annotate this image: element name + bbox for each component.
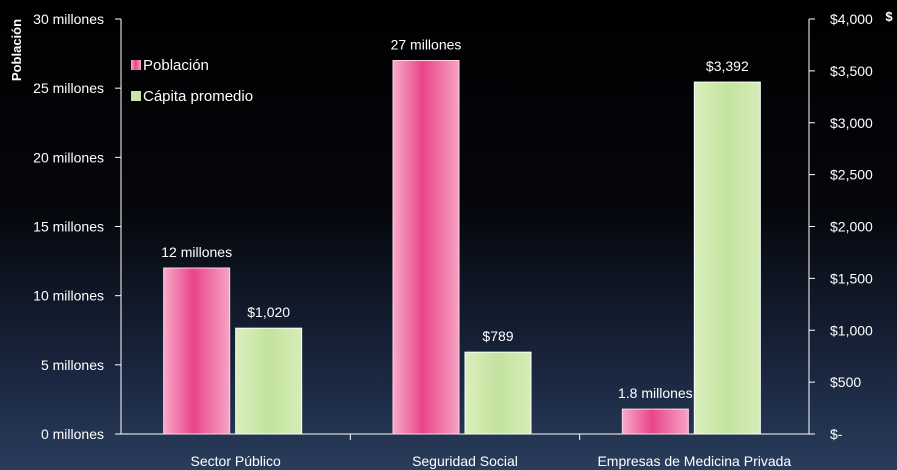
right-axis-title: $ bbox=[885, 9, 893, 24]
data-label-poblacion: 12 millones bbox=[161, 244, 232, 260]
bar-capita bbox=[693, 81, 761, 435]
right-tick-label: $1,500 bbox=[830, 270, 873, 286]
legend-swatch-poblacion bbox=[131, 60, 141, 70]
category-label: Seguridad Social bbox=[412, 453, 518, 469]
data-label-poblacion: 1.8 millones bbox=[618, 385, 693, 401]
bar-poblacion bbox=[392, 60, 460, 435]
left-tick-label: 30 millones bbox=[33, 11, 104, 27]
right-tick-label: $4,000 bbox=[830, 11, 873, 27]
bar-poblacion bbox=[163, 267, 231, 435]
left-tick-label: 20 millones bbox=[33, 149, 104, 165]
legend-swatch-capita bbox=[131, 91, 141, 101]
data-label-capita: $3,392 bbox=[706, 58, 749, 74]
right-axis-ticks: $- $500 $1,000 $1,500 $2,000 $2,500 $3,000 $3,5… bbox=[809, 11, 873, 442]
legend-label-poblacion: Población bbox=[143, 57, 209, 74]
x-axis-ticks bbox=[349, 434, 581, 440]
category-label: Sector Público bbox=[191, 453, 281, 469]
right-tick-label: $3,000 bbox=[830, 115, 873, 131]
right-tick-label: $2,000 bbox=[830, 219, 873, 235]
bar-capita bbox=[464, 351, 532, 435]
category-label: Empresas de Medicina Privada bbox=[597, 453, 791, 469]
left-tick-label: 15 millones bbox=[33, 219, 104, 235]
right-tick-label: $500 bbox=[830, 374, 861, 390]
right-tick-label: $2,500 bbox=[830, 167, 873, 183]
data-label-capita: $1,020 bbox=[247, 304, 290, 320]
bar-capita bbox=[235, 327, 303, 435]
left-axis-title: Población bbox=[9, 19, 24, 81]
left-tick-label: 5 millones bbox=[41, 357, 104, 373]
legend-label-capita: Cápita promedio bbox=[143, 88, 253, 105]
left-axis-ticks: 0 millones 5 millones 10 millones 15 millon… bbox=[33, 11, 121, 442]
right-tick-label: $1,000 bbox=[830, 322, 873, 338]
bars bbox=[163, 60, 761, 435]
category-labels: Sector Público Seguridad Social Empresas d… bbox=[191, 453, 792, 469]
legend: Población Cápita promedio bbox=[131, 57, 253, 105]
data-label-poblacion: 27 millones bbox=[391, 37, 462, 53]
right-tick-label: $- bbox=[830, 426, 843, 442]
data-labels: 12 millones $1,020 27 millones $789 1.8 mill… bbox=[161, 37, 749, 402]
left-tick-label: 0 millones bbox=[41, 426, 104, 442]
right-tick-label: $3,500 bbox=[830, 63, 873, 79]
data-label-capita: $789 bbox=[482, 328, 513, 344]
left-tick-label: 10 millones bbox=[33, 288, 104, 304]
bar-poblacion bbox=[621, 408, 689, 435]
left-tick-label: 25 millones bbox=[33, 80, 104, 96]
